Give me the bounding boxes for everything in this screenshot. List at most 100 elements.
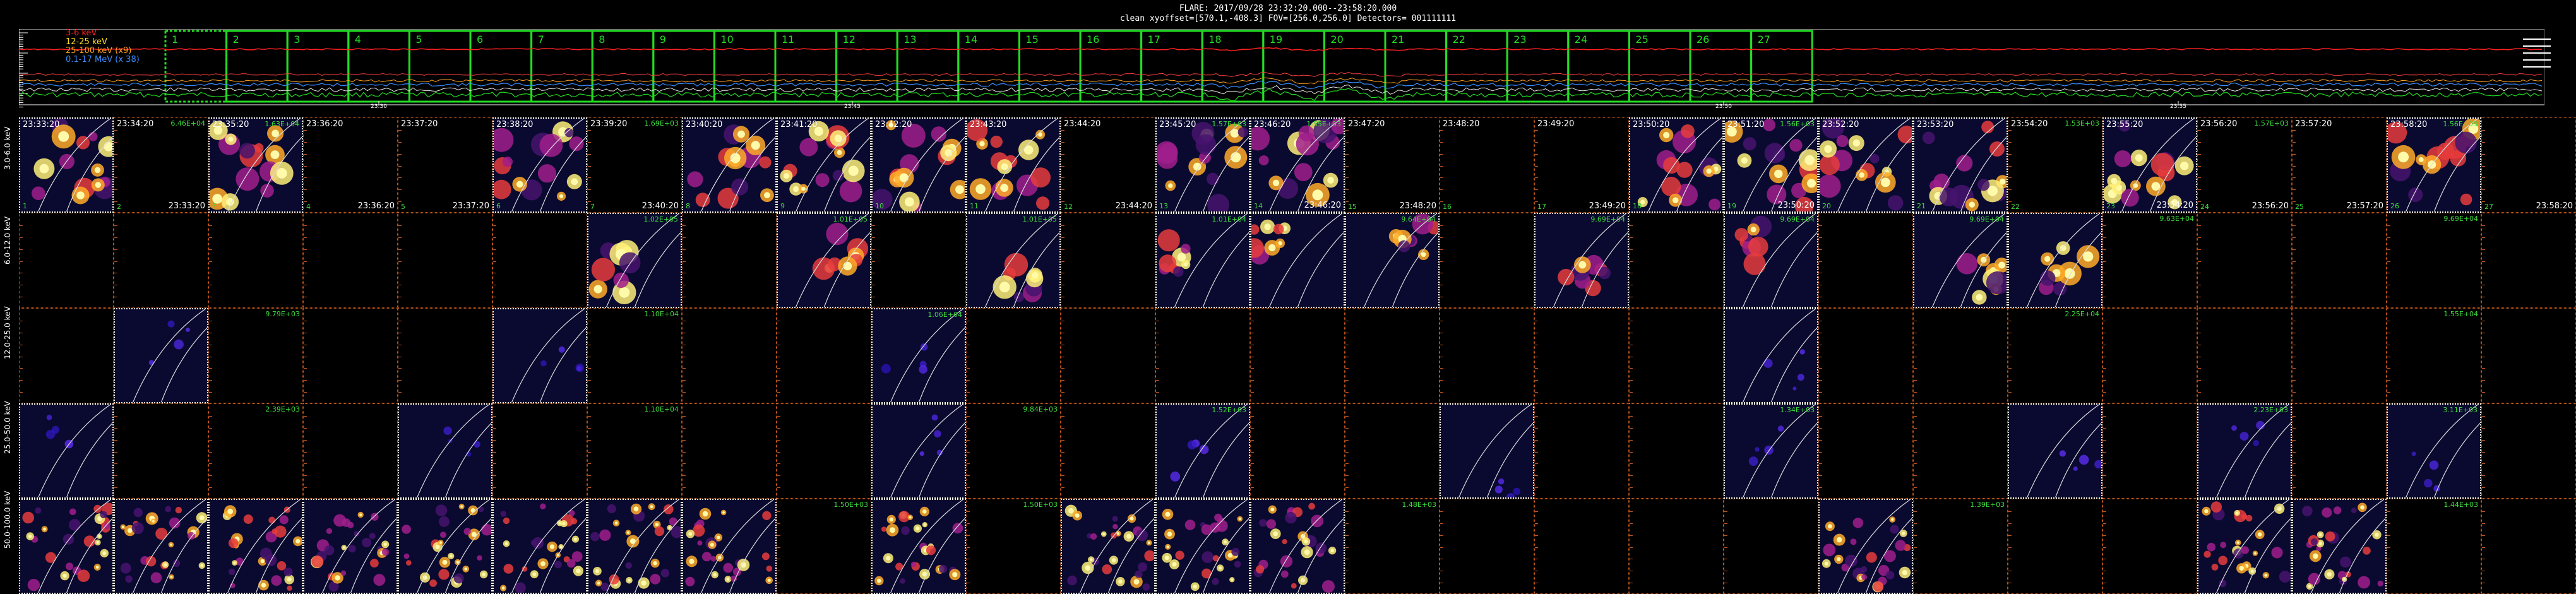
image-cell[interactable] <box>2481 308 2576 403</box>
image-cell[interactable] <box>1250 213 1345 308</box>
image-cell[interactable]: 23:38:20 6 <box>492 117 587 213</box>
image-cell[interactable] <box>1629 213 1724 308</box>
image-cell[interactable]: 23:55:20 23 23:54:20 <box>2102 117 2197 213</box>
image-cell[interactable]: 23:33:20 1 <box>19 117 114 213</box>
image-cell[interactable] <box>1724 308 1818 403</box>
image-cell[interactable] <box>777 403 871 499</box>
image-cell[interactable] <box>1534 403 1629 499</box>
image-cell[interactable]: 9.69E+04 <box>1913 213 2008 308</box>
image-cell[interactable]: 23:54:20 22 1.53E+03 <box>2008 117 2102 213</box>
image-cell[interactable] <box>398 403 492 499</box>
image-cell[interactable] <box>1629 308 1724 403</box>
image-cell[interactable] <box>2481 403 2576 499</box>
image-cell[interactable] <box>1534 499 1629 594</box>
image-cell[interactable] <box>682 403 777 499</box>
image-cell[interactable]: 2.23E+03 <box>2197 403 2292 499</box>
image-cell[interactable] <box>2292 499 2387 594</box>
image-cell[interactable] <box>1061 213 1155 308</box>
image-cell[interactable] <box>398 308 492 403</box>
image-cell[interactable] <box>1061 308 1155 403</box>
image-cell[interactable] <box>1724 499 1818 594</box>
image-cell[interactable] <box>19 499 114 594</box>
image-cell[interactable] <box>1250 308 1345 403</box>
image-cell[interactable]: 1.39E+03 <box>1913 499 2008 594</box>
image-cell[interactable] <box>398 213 492 308</box>
image-cell[interactable] <box>1440 403 1534 499</box>
image-cell[interactable] <box>2292 213 2387 308</box>
image-cell[interactable]: 9.69E+04 <box>2387 213 2481 308</box>
image-cell[interactable] <box>2481 499 2576 594</box>
image-cell[interactable] <box>587 499 682 594</box>
image-cell[interactable] <box>1913 403 2008 499</box>
image-cell[interactable]: 9.84E+03 <box>966 403 1061 499</box>
image-cell[interactable]: 1.52E+03 <box>1155 403 1250 499</box>
image-cell[interactable] <box>114 499 208 594</box>
image-cell[interactable]: 2.39E+03 <box>208 403 303 499</box>
image-cell[interactable]: 1.50E+03 <box>966 499 1061 594</box>
image-cell[interactable] <box>682 213 777 308</box>
image-cell[interactable]: 1.34E+03 <box>1724 403 1818 499</box>
image-cell[interactable]: 23:50:20 18 <box>1629 117 1724 213</box>
image-cell[interactable] <box>1913 308 2008 403</box>
image-cell[interactable]: 3.11E+03 <box>2387 403 2481 499</box>
image-cell[interactable]: 23:42:20 10 <box>871 117 966 213</box>
image-cell[interactable]: 1.01E+05 <box>777 213 871 308</box>
image-cell[interactable] <box>2292 308 2387 403</box>
image-cell[interactable] <box>303 213 398 308</box>
image-cell[interactable]: 23:53:20 21 <box>1913 117 2008 213</box>
image-cell[interactable] <box>492 499 587 594</box>
image-cell[interactable]: 23:57:20 25 23:57:20 <box>2292 117 2387 213</box>
image-cell[interactable] <box>19 213 114 308</box>
image-cell[interactable]: 23:40:20 8 <box>682 117 777 213</box>
image-cell[interactable]: 1.06E+04 <box>871 308 966 403</box>
image-cell[interactable]: 2.25E+04 <box>2008 308 2102 403</box>
image-cell[interactable]: 23:45:20 13 1.57E+03 <box>1155 117 1250 213</box>
image-cell[interactable] <box>1440 213 1534 308</box>
image-cell[interactable]: 23:48:20 16 <box>1440 117 1534 213</box>
image-cell[interactable]: 23:56:20 24 23:56:20 1.57E+03 <box>2197 117 2292 213</box>
image-cell[interactable]: 1.01E+04 <box>1155 213 1250 308</box>
image-cell[interactable] <box>492 213 587 308</box>
image-cell[interactable] <box>2292 403 2387 499</box>
image-cell[interactable] <box>1440 499 1534 594</box>
image-cell[interactable] <box>2197 213 2292 308</box>
image-cell[interactable] <box>682 499 777 594</box>
image-cell[interactable]: 23:49:20 17 23:49:20 <box>1534 117 1629 213</box>
image-cell[interactable] <box>682 308 777 403</box>
image-cell[interactable] <box>492 403 587 499</box>
image-cell[interactable]: 23:47:20 15 23:48:20 <box>1345 117 1440 213</box>
image-cell[interactable] <box>1250 499 1345 594</box>
image-cell[interactable]: 1.10E+04 <box>587 403 682 499</box>
image-cell[interactable] <box>2008 403 2102 499</box>
image-cell[interactable] <box>208 213 303 308</box>
image-cell[interactable] <box>2197 499 2292 594</box>
image-cell[interactable]: 9.63E+04 <box>2102 213 2197 308</box>
image-cell[interactable]: 1.48E+03 <box>1345 499 1440 594</box>
image-cell[interactable] <box>2481 213 2576 308</box>
image-cell[interactable] <box>398 499 492 594</box>
image-cell[interactable] <box>1250 403 1345 499</box>
image-cell[interactable] <box>1818 499 1913 594</box>
image-cell[interactable] <box>2102 403 2197 499</box>
image-cell[interactable] <box>303 308 398 403</box>
image-cell[interactable] <box>1345 403 1440 499</box>
image-cell[interactable]: 23:46:20 14 23:46:20 1.55E+03 <box>1250 117 1345 213</box>
image-cell[interactable] <box>114 403 208 499</box>
image-cell[interactable]: 27 23:58:20 <box>2481 117 2576 213</box>
image-cell[interactable] <box>1061 403 1155 499</box>
image-cell[interactable] <box>966 308 1061 403</box>
image-cell[interactable] <box>1818 308 1913 403</box>
image-cell[interactable]: 23:43:20 11 <box>966 117 1061 213</box>
image-cell[interactable]: 1.50E+03 <box>777 499 871 594</box>
image-cell[interactable]: 9.69E+04 <box>1534 213 1629 308</box>
image-cell[interactable] <box>1155 499 1250 594</box>
image-cell[interactable]: 23:51:20 19 23:50:20 1.56E+03 <box>1724 117 1818 213</box>
image-cell[interactable] <box>871 213 966 308</box>
image-cell[interactable] <box>492 308 587 403</box>
image-cell[interactable] <box>114 308 208 403</box>
image-cell[interactable]: 1.02E+05 <box>587 213 682 308</box>
image-cell[interactable]: 1.10E+04 <box>587 308 682 403</box>
image-cell[interactable] <box>871 403 966 499</box>
image-cell[interactable] <box>2102 308 2197 403</box>
image-cell[interactable]: 23:41:20 9 <box>777 117 871 213</box>
